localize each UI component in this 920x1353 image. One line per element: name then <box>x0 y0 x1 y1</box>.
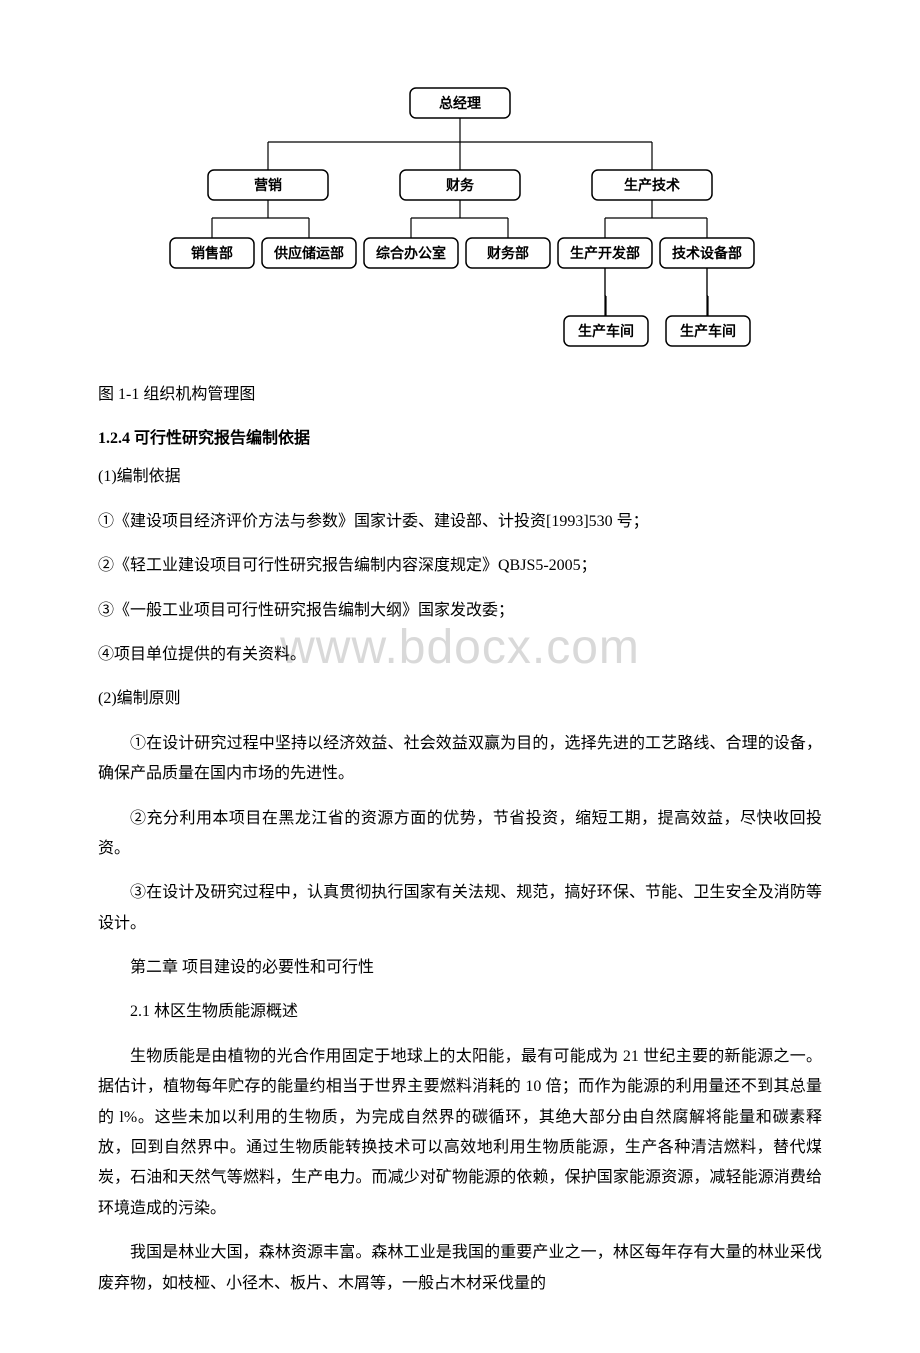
chapter2-title: 第二章 项目建设的必要性和可行性 <box>98 953 822 983</box>
node-office: 综合办公室 <box>376 245 446 261</box>
node-workshop2: 生产车间 <box>680 323 736 339</box>
basis-item-3: ③《一般工业项目可行性研究报告编制大纲》国家发改委； <box>98 596 822 626</box>
node-prod-dev: 生产开发部 <box>570 245 640 261</box>
org-chart: 总经理 营销 财务 生产技术 销售部 供应储运部 综合办公室 财务部 生产开发部… <box>98 80 822 360</box>
node-finance: 财务 <box>445 177 475 193</box>
node-sales: 销售部 <box>191 245 233 261</box>
basis-item-1: ①《建设项目经济评价方法与参数》国家计委、建设部、计投资[1993]530 号； <box>98 507 822 537</box>
node-root: 总经理 <box>439 95 481 111</box>
page-content: 总经理 营销 财务 生产技术 销售部 供应储运部 综合办公室 财务部 生产开发部… <box>98 80 822 1299</box>
node-production: 生产技术 <box>624 177 680 193</box>
basis-header: (1)编制依据 <box>98 462 822 492</box>
sec2-1-p1: 生物质能是由植物的光合作用固定于地球上的太阳能，最有可能成为 21 世纪主要的新… <box>98 1042 822 1224</box>
sec2-1-p2: 我国是林业大国，森林资源丰富。森林工业是我国的重要产业之一，林区每年存有大量的林… <box>98 1238 822 1299</box>
org-chart-caption: 图 1-1 组织机构管理图 <box>98 380 822 410</box>
basis-item-4: ④项目单位提供的有关资料。 <box>98 640 822 670</box>
node-supply: 供应储运部 <box>273 245 344 261</box>
node-marketing: 营销 <box>254 177 282 193</box>
principle-3: ③在设计及研究过程中，认真贯彻执行国家有关法规、规范，搞好环保、节能、卫生安全及… <box>98 878 822 939</box>
org-chart-svg: 总经理 营销 财务 生产技术 销售部 供应储运部 综合办公室 财务部 生产开发部… <box>150 80 770 360</box>
principle-2: ②充分利用本项目在黑龙江省的资源方面的优势，节省投资，缩短工期，提高效益，尽快收… <box>98 804 822 865</box>
node-finance-dept: 财务部 <box>486 245 529 261</box>
node-workshop1: 生产车间 <box>578 323 634 339</box>
heading-1-2-4: 1.2.4 可行性研究报告编制依据 <box>98 424 822 448</box>
sec2-1-title: 2.1 林区生物质能源概述 <box>98 997 822 1027</box>
node-tech-equip: 技术设备部 <box>672 245 742 261</box>
principle-1: ①在设计研究过程中坚持以经济效益、社会效益双赢为目的，选择先进的工艺路线、合理的… <box>98 729 822 790</box>
principle-header: (2)编制原则 <box>98 684 822 714</box>
basis-item-2: ②《轻工业建设项目可行性研究报告编制内容深度规定》QBJS5-2005； <box>98 551 822 581</box>
